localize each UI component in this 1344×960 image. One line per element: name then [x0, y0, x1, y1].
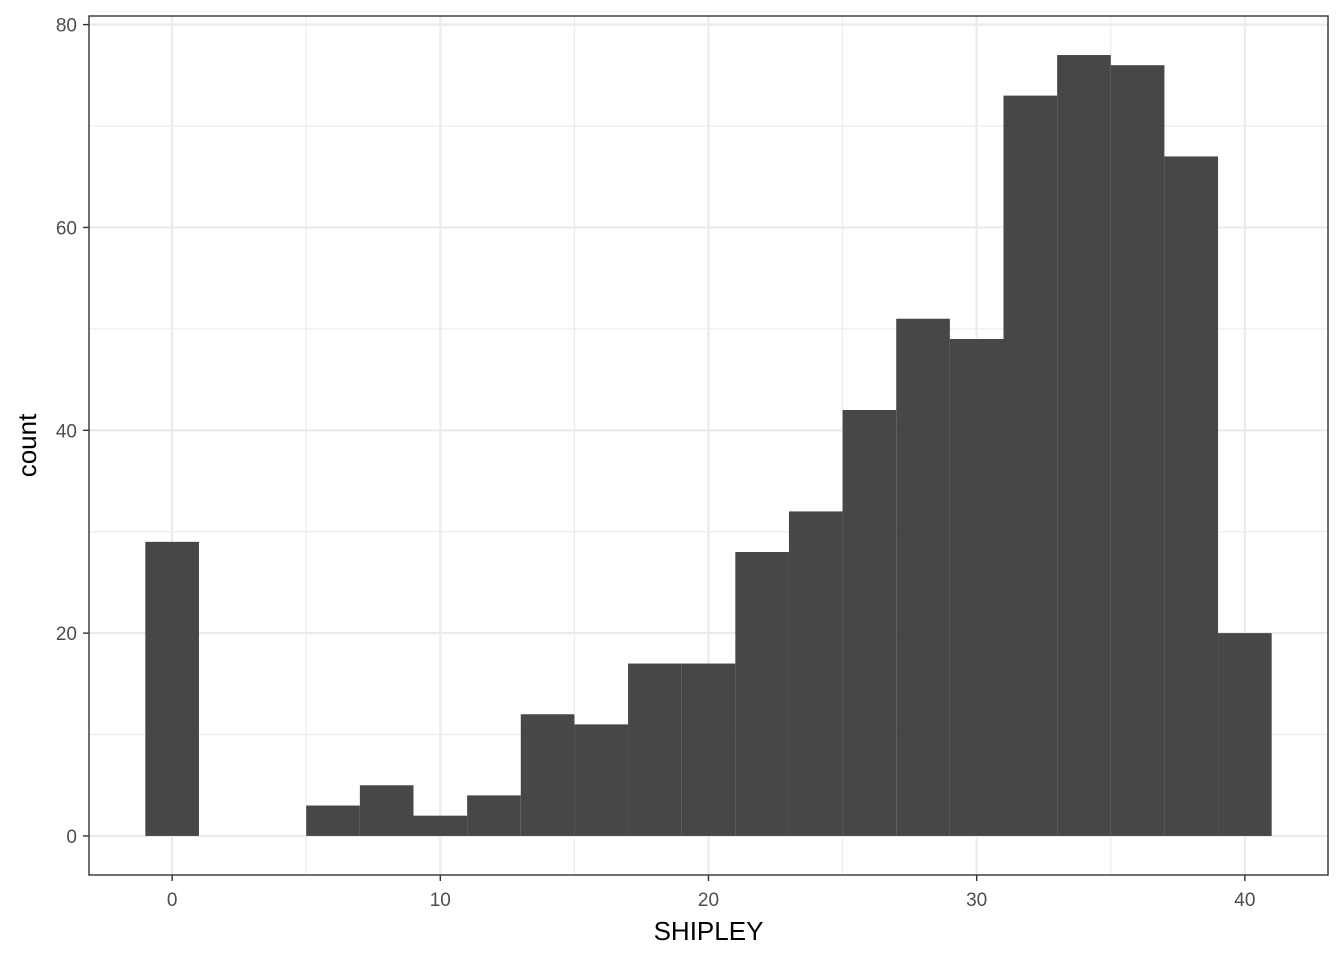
- histogram-bar: [1003, 95, 1058, 836]
- histogram-bar: [467, 795, 521, 836]
- y-tick-label: 60: [56, 218, 77, 239]
- histogram-bar: [842, 410, 897, 836]
- histogram-bar: [145, 541, 199, 836]
- y-tick-label: 40: [56, 421, 77, 442]
- histogram-bar: [1164, 156, 1219, 836]
- x-axis-ticks: 0 10 20 30 40: [167, 875, 1255, 911]
- histogram-bars: [145, 55, 1272, 836]
- histogram-bar: [359, 785, 414, 836]
- x-tick-label: 10: [430, 890, 451, 911]
- histogram-bar: [628, 663, 682, 836]
- x-tick-label: 0: [167, 890, 178, 911]
- y-tick-label: 20: [56, 624, 77, 645]
- histogram-bar: [681, 663, 736, 836]
- y-axis-ticks: 0 20 40 60 80: [56, 16, 89, 848]
- histogram-bar: [574, 724, 629, 836]
- histogram-bar: [1110, 65, 1165, 836]
- y-axis-title: count: [12, 413, 42, 477]
- histogram-bar: [306, 805, 360, 836]
- histogram-bar: [1218, 633, 1272, 836]
- x-tick-label: 30: [966, 890, 987, 911]
- histogram-bar: [1057, 55, 1111, 836]
- x-tick-label: 20: [698, 890, 719, 911]
- histogram-bar: [896, 318, 950, 836]
- histogram-bar: [949, 339, 1004, 836]
- histogram-bar: [735, 551, 789, 836]
- histogram-bar: [520, 714, 575, 836]
- x-axis-title: SHIPLEY: [654, 916, 764, 946]
- histogram-bar: [788, 511, 843, 836]
- y-tick-label: 0: [66, 827, 77, 848]
- histogram-bar: [413, 815, 468, 836]
- y-tick-label: 80: [56, 16, 77, 37]
- x-tick-label: 40: [1234, 890, 1255, 911]
